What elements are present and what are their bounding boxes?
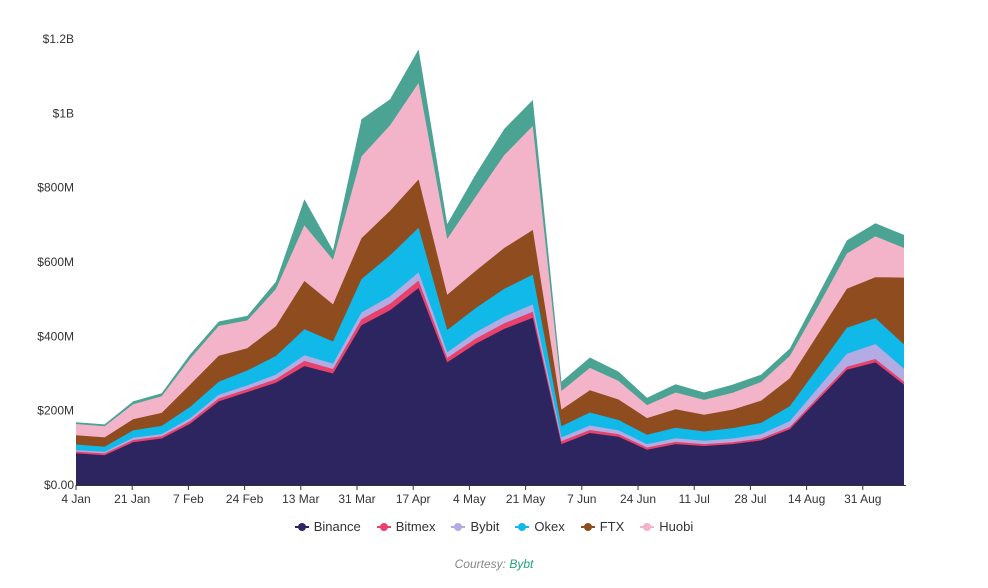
x-tick-label: 28 Jul bbox=[734, 492, 766, 506]
y-tick-label: $1B bbox=[53, 106, 74, 120]
x-tick-label: 13 Mar bbox=[282, 492, 319, 506]
x-tick-label: 31 Mar bbox=[338, 492, 375, 506]
x-tick-label: 31 Aug bbox=[844, 492, 881, 506]
legend-label: Bitmex bbox=[395, 519, 436, 534]
legend-item-bybit[interactable]: Bybit bbox=[451, 519, 499, 534]
legend-item-bitmex[interactable]: Bitmex bbox=[376, 519, 436, 534]
legend-item-binance[interactable]: Binance bbox=[294, 519, 361, 534]
x-tick-label: 24 Feb bbox=[226, 492, 264, 506]
legend-marker-icon bbox=[376, 522, 391, 531]
series-area-binance bbox=[76, 288, 904, 485]
y-tick-label: $1.2B bbox=[43, 32, 74, 46]
legend-label: FTX bbox=[599, 519, 625, 534]
y-axis: $0.00 $200M $400M $600M $800M $1B $1.2B bbox=[37, 32, 74, 492]
legend-label: Binance bbox=[313, 519, 361, 534]
x-tick-label: 11 Jul bbox=[679, 492, 710, 506]
x-tick-label: 21 May bbox=[506, 492, 545, 506]
x-tick-label: 17 Apr bbox=[396, 492, 431, 506]
legend-marker-icon bbox=[580, 522, 595, 531]
legend-item-ftx[interactable]: FTX bbox=[580, 519, 625, 534]
courtesy-prefix: Courtesy: bbox=[454, 557, 510, 571]
legend-label: Huobi bbox=[659, 519, 694, 534]
x-tick-label: 7 Feb bbox=[173, 492, 204, 506]
areas-layer bbox=[76, 49, 904, 486]
y-tick-label: $600M bbox=[37, 255, 74, 269]
x-tick-label: 4 May bbox=[453, 492, 486, 506]
legend-marker-icon bbox=[294, 522, 309, 531]
legend-item-huobi[interactable]: Huobi bbox=[640, 519, 693, 534]
legend-marker-icon bbox=[640, 522, 655, 531]
legend-label: Bybit bbox=[470, 519, 500, 534]
x-tick-label: 21 Jan bbox=[114, 492, 150, 506]
y-tick-label: $800M bbox=[37, 181, 74, 195]
x-axis: 4 Jan 21 Jan 7 Feb 24 Feb 13 Mar 31 Mar 17 Apr… bbox=[61, 485, 906, 506]
x-tick-label: 14 Aug bbox=[788, 492, 825, 506]
legend: Binance Bitmex Bybit Okex FTX Huobi bbox=[0, 519, 988, 534]
courtesy-note: Courtesy: Bybt bbox=[0, 557, 988, 571]
courtesy-source: Bybt bbox=[509, 557, 534, 571]
y-tick-label: $200M bbox=[37, 404, 74, 418]
y-tick-label: $400M bbox=[37, 329, 74, 343]
y-tick-label: $0.00 bbox=[44, 478, 74, 492]
x-tick-label: 24 Jun bbox=[620, 492, 656, 506]
legend-label: Okex bbox=[534, 519, 565, 534]
x-tick-label: 4 Jan bbox=[61, 492, 90, 506]
legend-marker-icon bbox=[451, 522, 466, 531]
x-tick-label: 7 Jun bbox=[567, 492, 596, 506]
legend-marker-icon bbox=[515, 522, 530, 531]
legend-item-okex[interactable]: Okex bbox=[515, 519, 565, 534]
